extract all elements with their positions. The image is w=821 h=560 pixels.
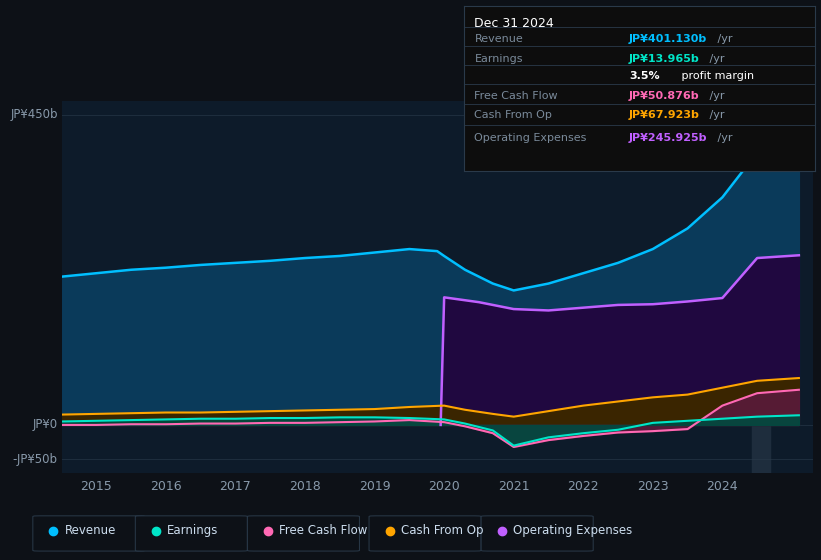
FancyBboxPatch shape (135, 516, 247, 551)
Text: Free Cash Flow: Free Cash Flow (475, 91, 558, 101)
Text: JP¥245.925b: JP¥245.925b (629, 133, 708, 143)
Text: Revenue: Revenue (475, 34, 523, 44)
Text: /yr: /yr (706, 54, 725, 64)
Text: JP¥0: JP¥0 (33, 418, 57, 431)
FancyBboxPatch shape (369, 516, 481, 551)
Text: 3.5%: 3.5% (629, 71, 659, 81)
Text: JP¥401.130b: JP¥401.130b (629, 34, 707, 44)
Text: JP¥50.876b: JP¥50.876b (629, 91, 699, 101)
Text: -JP¥50b: -JP¥50b (13, 453, 57, 466)
Text: Dec 31 2024: Dec 31 2024 (475, 17, 554, 30)
Text: JP¥67.923b: JP¥67.923b (629, 110, 699, 120)
Text: JP¥13.965b: JP¥13.965b (629, 54, 699, 64)
Text: Cash From Op: Cash From Op (475, 110, 553, 120)
FancyBboxPatch shape (33, 516, 144, 551)
Text: JP¥450b: JP¥450b (11, 108, 57, 121)
Text: Free Cash Flow: Free Cash Flow (279, 524, 368, 537)
Text: profit margin: profit margin (678, 71, 754, 81)
Text: Earnings: Earnings (167, 524, 218, 537)
Text: /yr: /yr (714, 133, 732, 143)
Text: /yr: /yr (706, 110, 725, 120)
Text: Earnings: Earnings (475, 54, 523, 64)
Text: /yr: /yr (706, 91, 725, 101)
FancyBboxPatch shape (247, 516, 360, 551)
Text: Cash From Op: Cash From Op (401, 524, 484, 537)
Text: Operating Expenses: Operating Expenses (475, 133, 587, 143)
Text: Operating Expenses: Operating Expenses (513, 524, 632, 537)
Text: Revenue: Revenue (65, 524, 117, 537)
Text: /yr: /yr (714, 34, 732, 44)
FancyBboxPatch shape (481, 516, 594, 551)
